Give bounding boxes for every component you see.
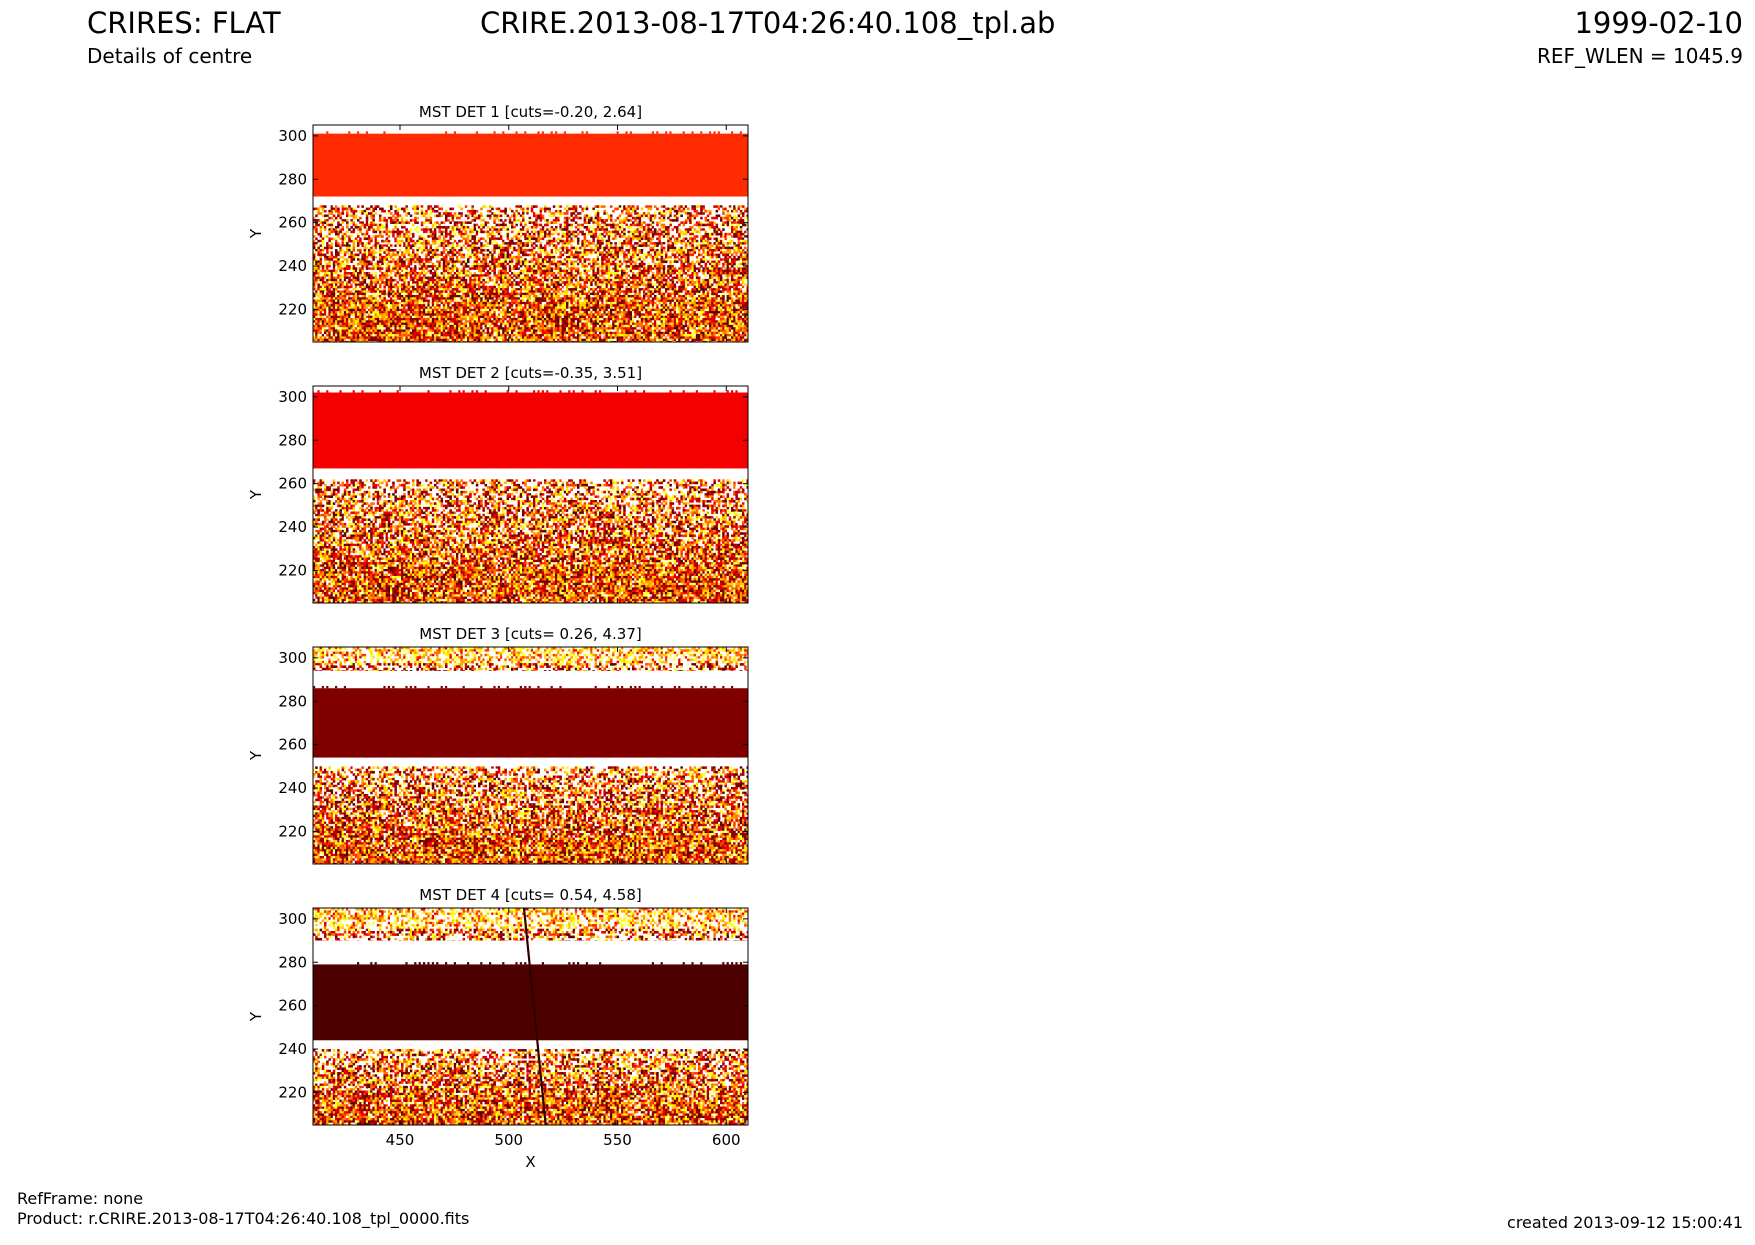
footer-created: created 2013-09-12 15:00:41 — [1507, 1213, 1743, 1232]
footer-refframe: RefFrame: none — [17, 1189, 143, 1208]
band-4-1 — [313, 940, 748, 965]
ytick-label: 260 — [278, 997, 307, 1015]
band-2-1 — [313, 468, 748, 480]
ytick-label: 240 — [278, 518, 307, 536]
panel-frame-2 — [312, 385, 749, 604]
ytick-label: 280 — [278, 431, 307, 449]
band-4-0 — [313, 908, 748, 943]
band-3-2 — [313, 688, 748, 758]
xtick-label: 550 — [603, 1131, 632, 1149]
band-3-0 — [313, 647, 748, 673]
ytick-label: 280 — [278, 692, 307, 710]
band-2-2 — [313, 479, 748, 603]
band-4-4 — [313, 1049, 748, 1125]
ytick-label: 220 — [278, 300, 307, 318]
ytick-label: 300 — [278, 127, 307, 145]
ytick-label: 240 — [278, 1040, 307, 1058]
band-3-3 — [313, 757, 748, 767]
band-4-3 — [313, 1040, 748, 1050]
ytick-label: 300 — [278, 649, 307, 667]
ytick-label: 240 — [278, 257, 307, 275]
xtick-label: 500 — [494, 1131, 523, 1149]
ytick-label: 280 — [278, 170, 307, 188]
panel-1: MST DET 1 [cuts=-0.20, 2.64] 220 240 260 280… — [247, 103, 749, 343]
band-3-4 — [313, 766, 748, 864]
panel-frame-1 — [312, 124, 749, 343]
header-right-date: 1999-02-10 — [1574, 6, 1743, 40]
heatmap-image-2 — [313, 386, 748, 603]
ytick-label: 260 — [278, 736, 307, 754]
ylabel: Y — [247, 489, 265, 500]
header-right-ref: REF_WLEN = 1045.9 — [1537, 44, 1743, 68]
panel-frame-3 — [312, 646, 749, 865]
panel-2: MST DET 2 [cuts=-0.35, 3.51] 220 240 260 280… — [247, 364, 749, 604]
band-1-1 — [313, 196, 748, 206]
band-3-1 — [313, 670, 748, 689]
ylabel: Y — [247, 228, 265, 239]
ylabel: Y — [247, 750, 265, 761]
band-1-0 — [313, 133, 748, 197]
ytick-label: 300 — [278, 388, 307, 406]
header-left-subtitle: Details of centre — [87, 44, 252, 68]
ytick-label: 220 — [278, 822, 307, 840]
panel-3: MST DET 3 [cuts= 0.26, 4.37] 220 240 260 280… — [247, 625, 749, 865]
ytick-label: 220 — [278, 1083, 307, 1101]
ytick-label: 220 — [278, 561, 307, 579]
heatmap-image-4 — [313, 908, 748, 1125]
xtick-label: 450 — [386, 1131, 415, 1149]
ytick-label: 260 — [278, 214, 307, 232]
ytick-label: 240 — [278, 779, 307, 797]
panel-title-1: MST DET 1 [cuts=-0.20, 2.64] — [419, 103, 642, 121]
heatmap-image-3 — [313, 647, 748, 864]
xlabel: X — [525, 1153, 535, 1171]
band-1-2 — [313, 205, 748, 342]
panel-title-2: MST DET 2 [cuts=-0.35, 3.51] — [419, 364, 642, 382]
header-left-title: CRIRES: FLAT — [87, 6, 281, 40]
xtick-label: 600 — [712, 1131, 741, 1149]
band-2-0 — [313, 392, 748, 469]
ytick-label: 300 — [278, 910, 307, 928]
ylabel: Y — [247, 1011, 265, 1022]
panel-4: MST DET 4 [cuts= 0.54, 4.58] 220 240 260 280… — [247, 886, 749, 1171]
panel-title-3: MST DET 3 [cuts= 0.26, 4.37] — [419, 625, 642, 643]
ytick-label: 280 — [278, 953, 307, 971]
heatmap-image-1 — [313, 125, 748, 342]
footer-product: Product: r.CRIRE.2013-08-17T04:26:40.108… — [17, 1209, 469, 1228]
panel-frame-4 — [312, 907, 749, 1126]
ytick-label: 260 — [278, 475, 307, 493]
panel-title-4: MST DET 4 [cuts= 0.54, 4.58] — [419, 886, 642, 904]
defect-line — [522, 908, 547, 1125]
header-center-title: CRIRE.2013-08-17T04:26:40.108_tpl.ab — [480, 6, 1055, 40]
